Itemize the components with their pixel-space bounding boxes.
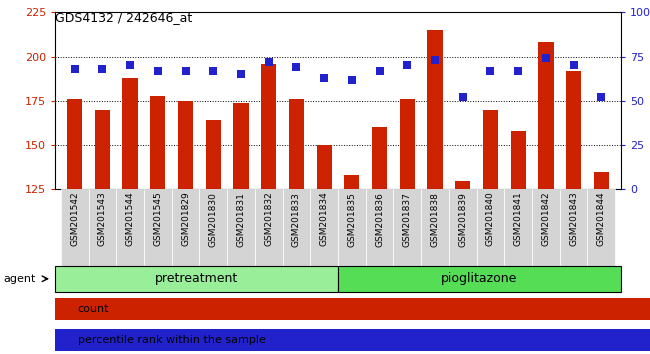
Point <box>430 57 440 63</box>
Text: GSM201842: GSM201842 <box>541 192 551 246</box>
Point <box>596 95 606 100</box>
Bar <box>504 189 532 266</box>
Bar <box>566 71 581 189</box>
Text: GSM201836: GSM201836 <box>375 192 384 246</box>
Bar <box>55 298 650 320</box>
Bar <box>449 189 476 266</box>
Text: GSM201834: GSM201834 <box>320 192 329 246</box>
Point <box>125 63 135 68</box>
Point <box>319 75 330 81</box>
Point <box>70 66 80 72</box>
Bar <box>261 64 276 189</box>
Text: pretreatment: pretreatment <box>155 272 239 285</box>
Text: GSM201835: GSM201835 <box>347 192 356 246</box>
Bar <box>205 120 221 189</box>
Bar <box>538 42 554 189</box>
Point <box>98 66 108 72</box>
Bar <box>233 103 248 189</box>
Bar <box>338 189 366 266</box>
Point <box>568 63 578 68</box>
Bar <box>55 329 650 351</box>
Text: GSM201542: GSM201542 <box>70 192 79 246</box>
Bar <box>178 101 193 189</box>
Bar <box>310 189 338 266</box>
Text: pioglitazone: pioglitazone <box>441 272 517 285</box>
Text: GSM201831: GSM201831 <box>237 192 246 246</box>
Point <box>263 59 274 65</box>
Text: GSM201841: GSM201841 <box>514 192 523 246</box>
Bar <box>455 181 471 189</box>
Text: GSM201830: GSM201830 <box>209 192 218 246</box>
Bar <box>593 172 609 189</box>
Point <box>291 64 302 70</box>
Bar <box>400 99 415 189</box>
Bar <box>172 189 200 266</box>
Point <box>236 72 246 77</box>
Point <box>513 68 523 74</box>
Bar <box>283 189 310 266</box>
Text: GSM201837: GSM201837 <box>403 192 412 246</box>
Bar <box>366 189 393 266</box>
Bar <box>588 189 615 266</box>
Bar <box>67 99 83 189</box>
Text: GSM201840: GSM201840 <box>486 192 495 246</box>
Bar <box>61 189 88 266</box>
Text: agent: agent <box>3 274 36 284</box>
Text: GSM201545: GSM201545 <box>153 192 162 246</box>
Bar <box>338 266 621 292</box>
Bar <box>532 189 560 266</box>
Point <box>541 56 551 61</box>
Bar <box>393 189 421 266</box>
Bar <box>428 30 443 189</box>
Text: GSM201839: GSM201839 <box>458 192 467 246</box>
Point <box>374 68 385 74</box>
Point <box>180 68 190 74</box>
Bar <box>55 266 338 292</box>
Bar <box>372 127 387 189</box>
Bar <box>227 189 255 266</box>
Bar <box>421 189 449 266</box>
Bar <box>150 96 166 189</box>
Text: count: count <box>78 304 109 314</box>
Text: GSM201843: GSM201843 <box>569 192 578 246</box>
Text: GSM201833: GSM201833 <box>292 192 301 246</box>
Bar <box>476 189 504 266</box>
Bar <box>510 131 526 189</box>
Point <box>346 77 357 82</box>
Point <box>208 68 218 74</box>
Point <box>402 63 413 68</box>
Text: GSM201838: GSM201838 <box>430 192 439 246</box>
Bar <box>122 78 138 189</box>
Bar <box>289 99 304 189</box>
Bar <box>200 189 227 266</box>
Bar <box>88 189 116 266</box>
Text: GSM201543: GSM201543 <box>98 192 107 246</box>
Bar <box>317 145 332 189</box>
Point <box>153 68 163 74</box>
Text: percentile rank within the sample: percentile rank within the sample <box>78 335 266 346</box>
Bar <box>95 110 110 189</box>
Bar <box>116 189 144 266</box>
Text: GDS4132 / 242646_at: GDS4132 / 242646_at <box>55 11 192 24</box>
Point <box>486 68 496 74</box>
Text: GSM201544: GSM201544 <box>125 192 135 246</box>
Bar <box>483 110 498 189</box>
Bar <box>255 189 283 266</box>
Point <box>458 95 468 100</box>
Text: GSM201832: GSM201832 <box>264 192 273 246</box>
Text: GSM201829: GSM201829 <box>181 192 190 246</box>
Text: GSM201844: GSM201844 <box>597 192 606 246</box>
Bar <box>560 189 588 266</box>
Bar <box>344 175 359 189</box>
Bar <box>144 189 172 266</box>
